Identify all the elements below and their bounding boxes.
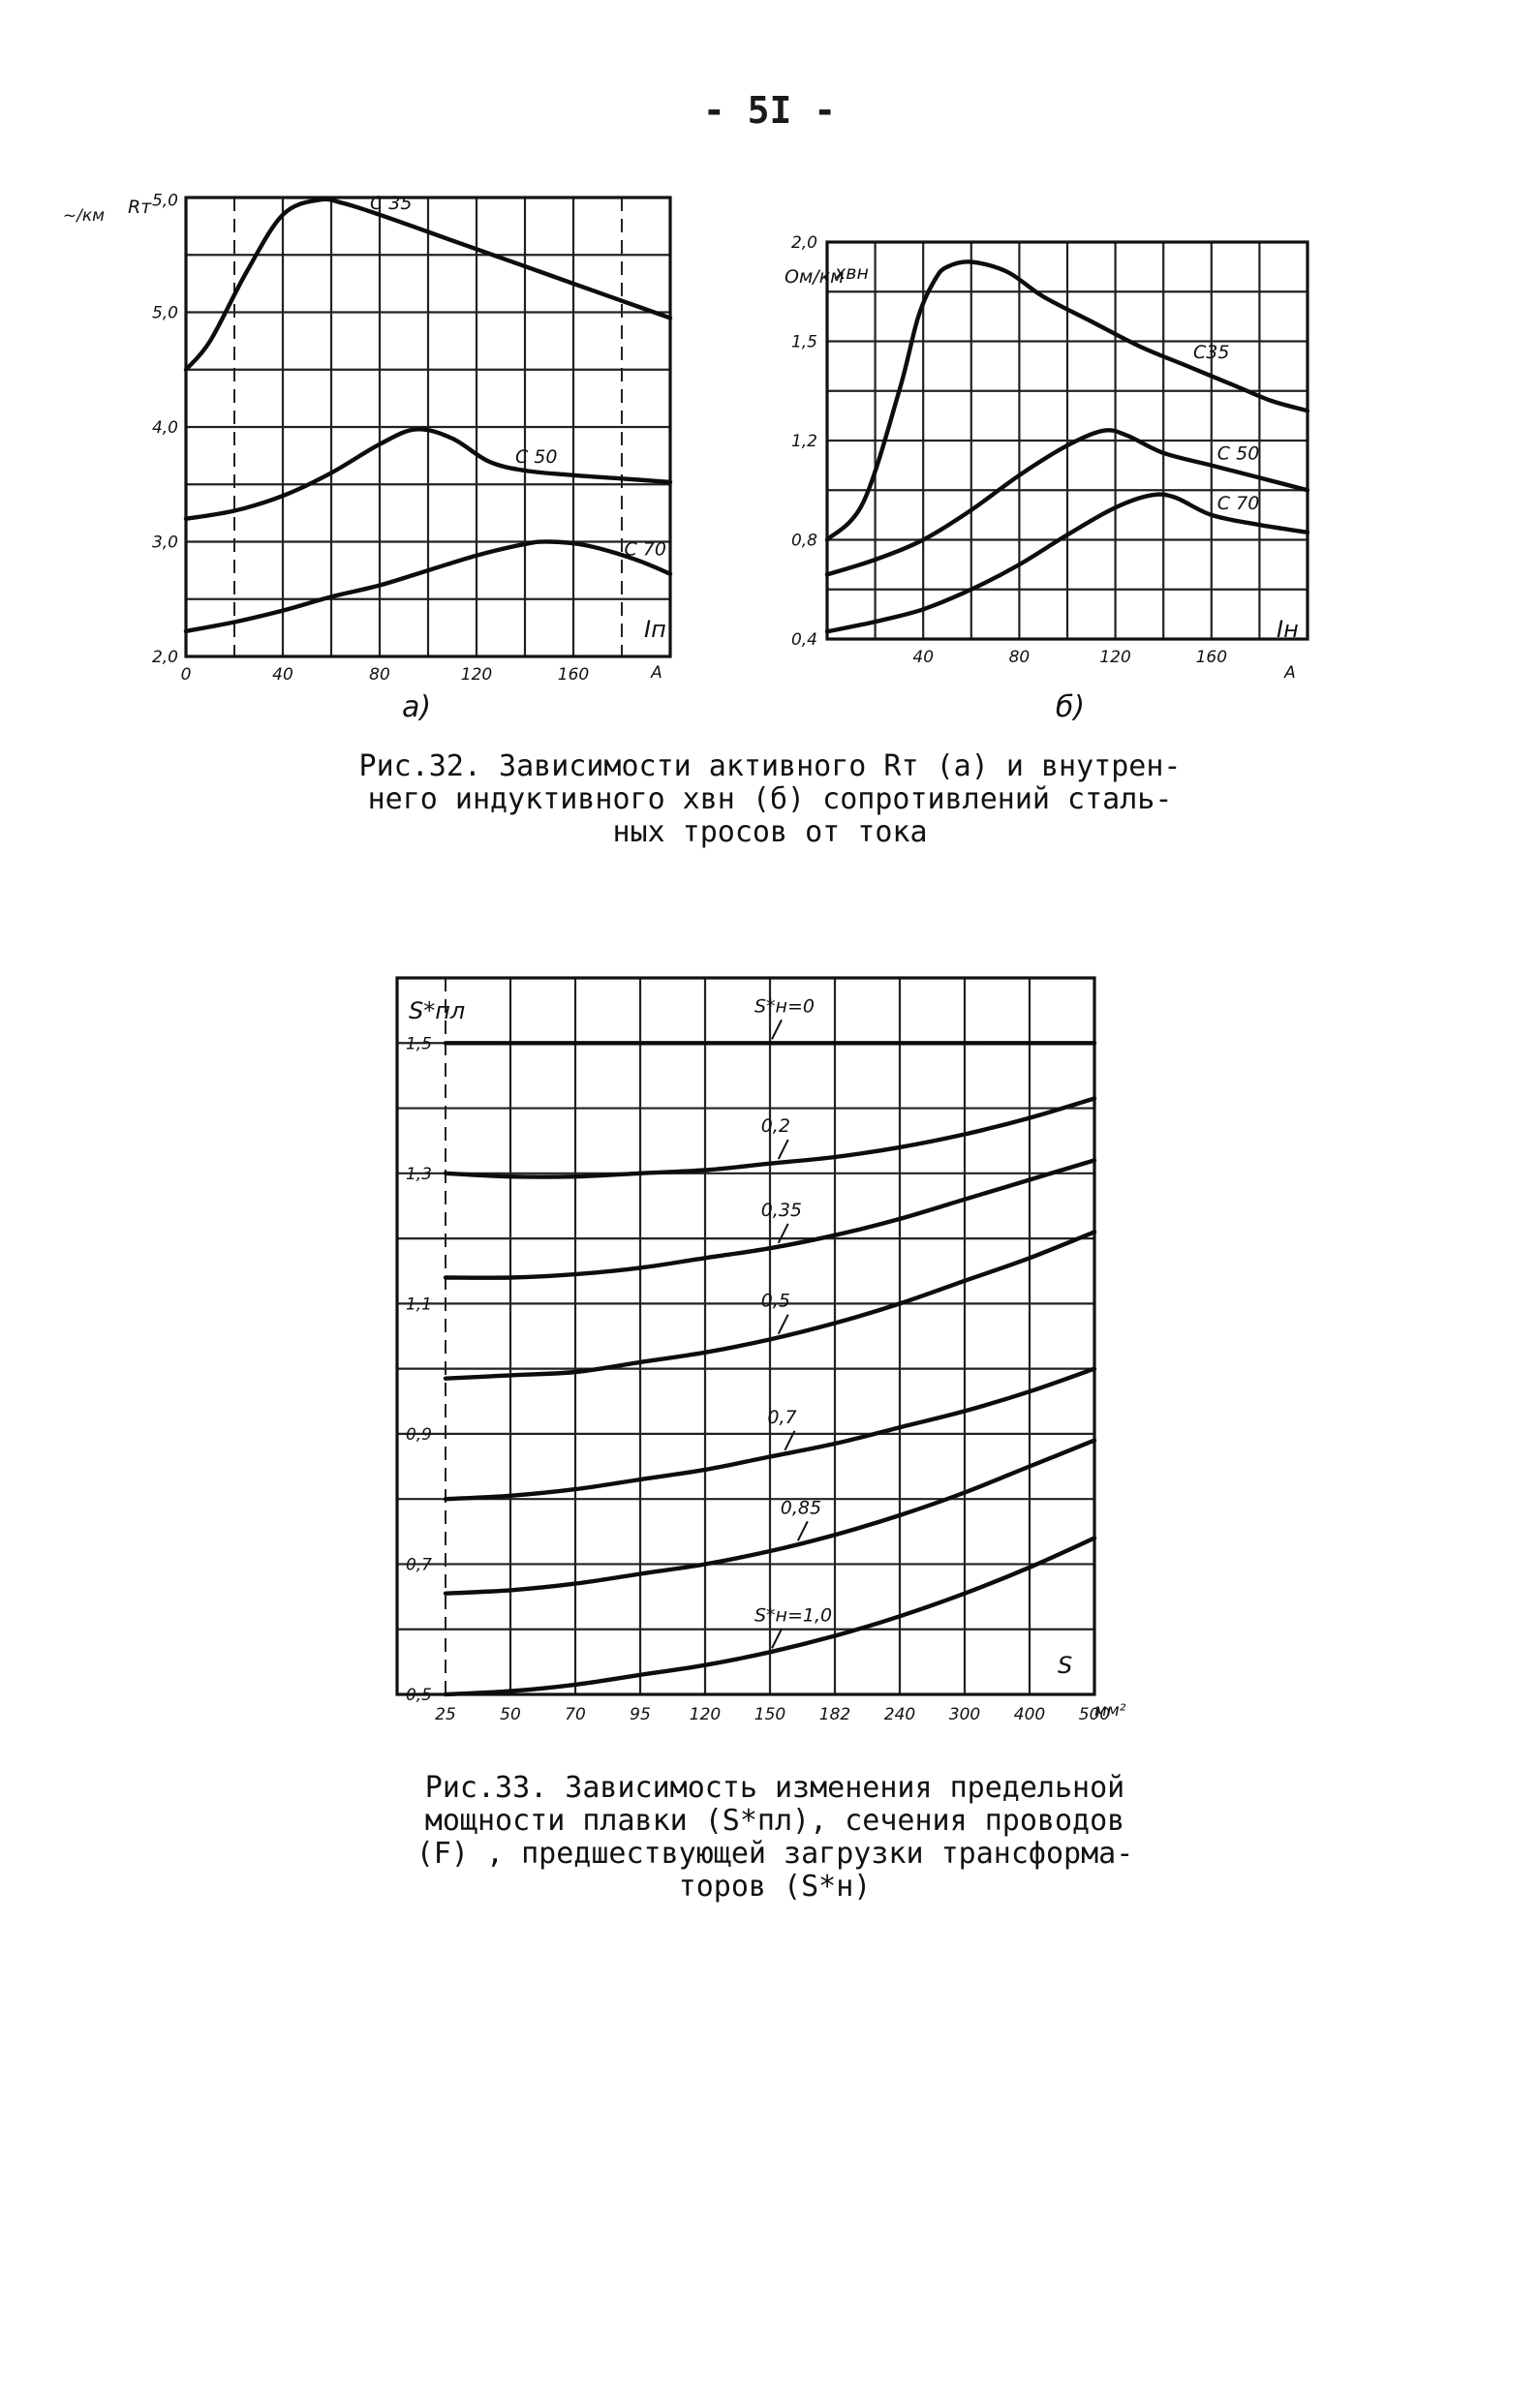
plot-frame [184, 196, 672, 658]
y-unit-label: ~/км [63, 206, 105, 226]
series-line [443, 1366, 1097, 1502]
series-label: S*н=1,0 [754, 1604, 832, 1626]
y-tick-label: 0,5 [406, 1686, 432, 1705]
x-axis-symbol: S [1058, 1652, 1072, 1679]
series-label: 0,7 [767, 1407, 796, 1428]
x-unit-label: А [1283, 663, 1296, 683]
series-line [183, 197, 673, 372]
series-label: 0,5 [761, 1291, 790, 1312]
y-axis-symbol: Rт [128, 197, 152, 218]
series-line [824, 492, 1310, 634]
x-tick-label: 95 [630, 1705, 651, 1724]
y-axis-symbol: хвн [834, 262, 869, 284]
plot-frame [825, 240, 1309, 641]
label-leader [777, 1223, 789, 1244]
y-tick-label: 1,2 [791, 432, 817, 451]
x-tick-label: 120 [1099, 648, 1130, 667]
x-tick-label: 50 [500, 1705, 521, 1724]
x-tick-label: 25 [435, 1705, 456, 1724]
y-tick-label: 0,4 [791, 630, 817, 650]
y-tick-label: 0,8 [791, 532, 817, 551]
series-label: С 70 [625, 538, 666, 560]
plot-frame [395, 976, 1096, 1696]
caption-line: торов (S*н) [678, 1870, 872, 1904]
x-tick-label: 400 [1014, 1705, 1045, 1724]
label-leader [796, 1520, 809, 1541]
series-label: 0,85 [781, 1497, 821, 1518]
x-tick-label: 182 [819, 1705, 850, 1724]
series-line [443, 1096, 1097, 1179]
page-number: - 5I - [702, 89, 837, 132]
y-tick-label: 1,1 [406, 1295, 432, 1314]
x-tick-label: 40 [272, 665, 293, 685]
series-line [443, 1536, 1097, 1697]
caption-line: него индуктивного хвн (б) сопротивлений … [367, 782, 1173, 816]
y-unit-label: Ом/км [785, 266, 845, 288]
series-line [183, 427, 673, 521]
series-label: 0,2 [761, 1115, 790, 1137]
x-tick-label: 40 [912, 648, 934, 667]
y-tick-label: 4,0 [152, 418, 178, 438]
y-tick-label: 1,5 [791, 333, 817, 352]
series-label: С 70 [1217, 493, 1259, 514]
figure-32-caption: Рис.32. Зависимости активного Rт (а) и в… [281, 750, 1259, 849]
x-tick-label: 80 [369, 665, 390, 685]
y-tick-label: 1,3 [406, 1165, 432, 1184]
caption-line: Рис.32. Зависимости активного Rт (а) и в… [358, 749, 1182, 783]
x-tick-label: 120 [690, 1705, 721, 1724]
y-tick-label: 2,0 [152, 648, 178, 667]
y-tick-label: 1,5 [406, 1034, 432, 1053]
y-tick-label: 5,0 [152, 304, 178, 323]
x-tick-label: 150 [754, 1705, 785, 1724]
x-tick-label: 80 [1009, 648, 1031, 667]
series-label: S*н=0 [754, 995, 815, 1017]
x-axis-symbol: Iн [1277, 616, 1299, 643]
y-axis-symbol: S*пл [409, 997, 465, 1024]
x-tick-label: 240 [884, 1705, 915, 1724]
series-line [443, 1158, 1097, 1280]
series-label: 0,35 [761, 1200, 802, 1221]
series-label: С 50 [515, 446, 557, 468]
y-tick-label: 5,0 [152, 191, 178, 210]
y-tick-label: 0,7 [406, 1555, 432, 1574]
series-line [183, 539, 673, 634]
x-tick-label: 120 [461, 665, 492, 685]
figure-33-caption: Рис.33. Зависимость изменения предельной… [349, 1772, 1201, 1904]
series-line [443, 1438, 1097, 1596]
x-tick-label: 0 [181, 665, 192, 685]
label-leader [777, 1139, 789, 1160]
panel-label-a: а) [402, 690, 431, 724]
x-tick-label: 70 [565, 1705, 586, 1724]
x-unit-label: мм² [1094, 1701, 1126, 1721]
x-axis-symbol: Iп [644, 616, 666, 643]
series-label: С 50 [1217, 443, 1259, 465]
chart-inductive-resistance: 40 80 120 160 2,0 1,5 1,2 0,8 0,4 С35 С 50 С 70 Ом… [785, 233, 1310, 724]
x-unit-label: А [650, 663, 662, 683]
series-label: С 35 [370, 193, 412, 214]
label-leader [784, 1430, 796, 1451]
y-tick-label: 0,9 [406, 1425, 432, 1445]
y-tick-label: 2,0 [791, 233, 817, 253]
series-line [824, 428, 1310, 577]
caption-line: (F) , предшествующей загрузки трансформа… [416, 1837, 1134, 1871]
series-label: С35 [1193, 342, 1229, 363]
label-leader [771, 1019, 783, 1040]
caption-line: мощности плавки (S*пл), сечения проводов [424, 1804, 1125, 1838]
y-tick-label: 3,0 [152, 533, 178, 553]
x-tick-label: 160 [558, 665, 589, 685]
caption-line: Рис.33. Зависимость изменения предельной [424, 1771, 1125, 1805]
label-leader [771, 1628, 783, 1649]
x-tick-label: 160 [1196, 648, 1227, 667]
caption-line: ных тросов от тока [612, 815, 928, 849]
panel-label-b: б) [1056, 690, 1085, 724]
x-tick-label: 300 [949, 1705, 980, 1724]
x-tick-label: 500 [1079, 1705, 1110, 1724]
series-line [824, 259, 1310, 542]
chart-melting-power: 25 50 70 95 120 150 182 240 300 400 500 1,5 1,3 1,1 0,… [395, 976, 1126, 1724]
series-line [443, 1230, 1097, 1381]
label-leader [777, 1314, 789, 1335]
